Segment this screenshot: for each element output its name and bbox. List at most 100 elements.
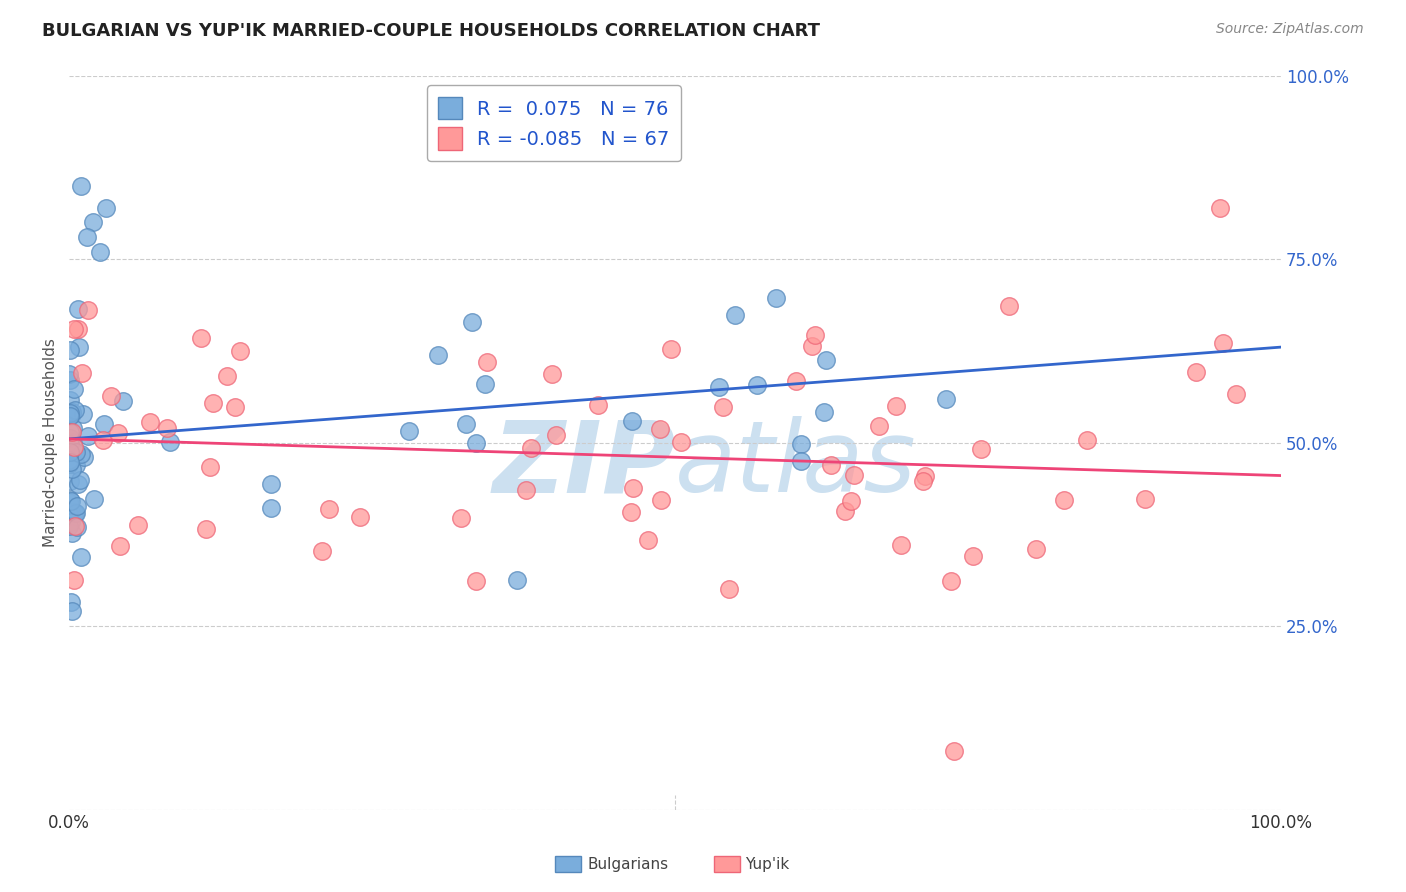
Y-axis label: Married-couple Households: Married-couple Households (44, 338, 58, 547)
Point (60, 604, 83, 618)
Point (58, 367, 80, 381)
Point (914, 469, 936, 483)
Point (515, 483, 537, 498)
Point (60, 407, 83, 421)
Point (1025, 541, 1047, 556)
Point (1212, 336, 1234, 351)
Point (62, 435, 84, 450)
Point (59, 373, 82, 387)
Point (65, 518, 87, 533)
Point (194, 522, 217, 536)
Point (63, 574, 86, 588)
Point (159, 435, 181, 450)
Point (72, 407, 94, 421)
Point (65, 403, 87, 417)
Point (659, 342, 682, 356)
Legend: R =  0.075   N = 76, R = -0.085   N = 67: R = 0.075 N = 76, R = -0.085 N = 67 (426, 86, 681, 161)
Point (69, 447, 91, 461)
Point (224, 400, 246, 414)
Point (465, 574, 488, 589)
Point (935, 392, 957, 406)
Point (506, 573, 529, 587)
Point (820, 458, 842, 472)
Point (427, 348, 450, 362)
Point (190, 331, 212, 345)
Point (127, 518, 149, 533)
Point (67, 301, 90, 316)
Point (73, 450, 96, 464)
Point (541, 368, 564, 382)
Point (58, 431, 80, 445)
Point (66, 520, 89, 534)
Point (107, 426, 129, 441)
Point (156, 421, 179, 435)
Point (59, 392, 82, 407)
Point (815, 353, 838, 368)
Point (65, 445, 87, 459)
Point (1135, 491, 1157, 506)
Point (765, 291, 787, 305)
Point (942, 744, 965, 758)
Point (1076, 434, 1098, 448)
Point (311, 543, 333, 558)
Point (138, 415, 160, 429)
Point (620, 505, 643, 519)
Point (709, 380, 731, 394)
Text: Bulgarians: Bulgarians (588, 857, 669, 871)
Point (889, 538, 911, 552)
Point (62, 421, 84, 435)
Point (456, 417, 478, 431)
Point (65, 506, 87, 520)
Point (60, 425, 83, 439)
Point (67, 477, 90, 491)
Point (100, 389, 122, 403)
Text: Yup'ik: Yup'ik (745, 857, 789, 871)
Point (724, 308, 747, 322)
Point (59, 445, 82, 459)
Point (813, 405, 835, 419)
Point (747, 378, 769, 392)
Point (260, 477, 283, 491)
Point (884, 399, 907, 413)
Text: Source: ZipAtlas.com: Source: ZipAtlas.com (1216, 22, 1364, 37)
Point (804, 327, 827, 342)
Point (110, 540, 132, 554)
Point (260, 500, 283, 515)
Point (637, 533, 659, 547)
Point (834, 504, 856, 518)
Point (65, 506, 87, 520)
Point (58, 452, 80, 467)
Point (58, 458, 80, 472)
Point (66, 321, 89, 335)
Point (58, 494, 80, 508)
Point (790, 454, 813, 468)
Point (69, 473, 91, 487)
Point (59, 494, 82, 508)
Point (650, 422, 672, 436)
Point (520, 441, 543, 455)
Point (60, 525, 83, 540)
Point (318, 502, 340, 516)
Point (58, 518, 80, 533)
Point (475, 355, 498, 369)
Point (70, 178, 93, 193)
Point (1053, 493, 1076, 508)
Point (839, 494, 862, 508)
Point (76, 429, 98, 443)
Text: atlas: atlas (675, 416, 917, 513)
Point (66, 500, 89, 514)
Point (59, 409, 82, 423)
Point (650, 492, 672, 507)
Point (450, 510, 472, 524)
Point (962, 549, 984, 564)
Point (460, 315, 482, 329)
Point (349, 509, 371, 524)
Point (998, 299, 1021, 313)
Point (58, 425, 80, 439)
Text: BULGARIAN VS YUP'IK MARRIED-COUPLE HOUSEHOLDS CORRELATION CHART: BULGARIAN VS YUP'IK MARRIED-COUPLE HOUSE… (42, 22, 820, 40)
Point (82, 215, 104, 229)
Point (229, 343, 252, 358)
Point (1225, 387, 1247, 401)
Point (59, 516, 82, 530)
Point (201, 396, 224, 410)
